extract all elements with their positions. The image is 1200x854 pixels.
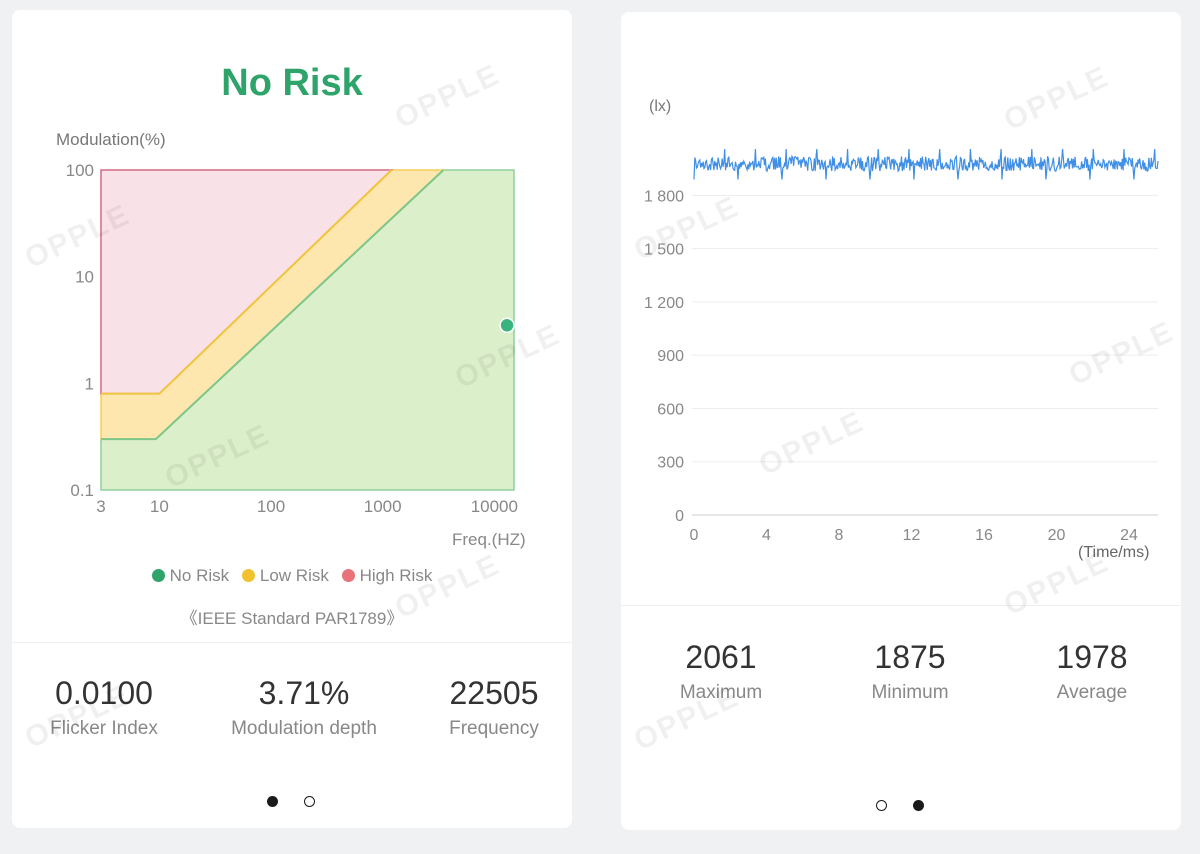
- legend-no-risk-label: No Risk: [169, 566, 230, 585]
- x-tick-label: 4: [762, 527, 771, 544]
- legend-high-risk: High Risk: [341, 566, 433, 586]
- stat-minimum-label: Minimum: [871, 682, 949, 703]
- page-dot-1[interactable]: [267, 796, 278, 807]
- illuminance-card: (lx) 0 300 600 900 1 200 1 500 1 800 0 4 8 12 16 20 2…: [621, 12, 1181, 830]
- stat-frequency: 22505 Frequency: [414, 675, 572, 740]
- legend-high-risk-label: High Risk: [359, 566, 433, 585]
- stat-maximum-label: Maximum: [679, 682, 763, 703]
- x-tick-label: 10: [150, 497, 169, 516]
- flicker-risk-card: No Risk Modulation(%) 3 10 100 1000 10000 0.1…: [12, 10, 572, 828]
- stat-modulation-depth-label: Modulation depth: [231, 718, 377, 739]
- y-tick-label: 1 800: [644, 188, 684, 205]
- illuminance-series-line: [693, 148, 1159, 180]
- page-dot-2[interactable]: [913, 800, 924, 811]
- stat-flicker-index-value: 0.0100: [55, 675, 153, 711]
- legend-no-risk: No Risk: [151, 566, 230, 586]
- legend-no-risk-dot: [151, 569, 165, 582]
- y-tick-label: 10: [75, 268, 94, 287]
- stat-flicker-index: 0.0100 Flicker Index: [24, 675, 184, 740]
- legend-low-risk: Low Risk: [241, 566, 329, 586]
- y-tick-label: 100: [66, 161, 94, 180]
- y-tick-label: 300: [657, 455, 684, 472]
- risk-label: No Risk: [221, 62, 363, 104]
- legend-low-risk-label: Low Risk: [259, 566, 329, 585]
- y-tick-label: 900: [657, 348, 684, 365]
- x-tick-label: 1000: [364, 497, 402, 516]
- x-tick-label: 12: [903, 527, 921, 544]
- stat-maximum: 2061 Maximum: [641, 639, 801, 704]
- risk-legend: No Risk Low Risk High Risk: [12, 566, 572, 586]
- stat-modulation-depth: 3.71% Modulation depth: [214, 675, 394, 740]
- legend-high-risk-dot: [341, 569, 355, 582]
- stat-frequency-value: 22505: [449, 675, 539, 711]
- illuminance-waveform-chart: 0 300 600 900 1 200 1 500 1 800 0 4 8 12 16 20 24: [644, 148, 1159, 544]
- stat-flicker-index-label: Flicker Index: [50, 718, 158, 739]
- x-tick-label: 100: [257, 497, 285, 516]
- legend-low-risk-dot: [241, 569, 255, 582]
- y-tick-label: 1 500: [644, 242, 684, 259]
- left-divider: [12, 642, 572, 643]
- page-dot-1[interactable]: [876, 800, 887, 811]
- risk-chart: 3 10 100 1000 10000 0.1 1 10 100: [66, 161, 518, 516]
- no-risk-boundary: [101, 169, 445, 441]
- measurement-point: [499, 317, 515, 334]
- page-dot-2[interactable]: [304, 796, 315, 807]
- y-tick-label: 600: [657, 401, 684, 418]
- y-tick-label: 1 200: [644, 295, 684, 312]
- low-risk-boundary: [101, 169, 393, 395]
- x-tick-label: 24: [1120, 527, 1138, 544]
- stat-maximum-value: 2061: [685, 639, 757, 675]
- x-tick-label: 10000: [471, 497, 518, 516]
- stat-minimum-value: 1875: [874, 639, 946, 675]
- stat-minimum: 1875 Minimum: [830, 639, 990, 704]
- x-axis-title: (Time/ms): [1078, 544, 1150, 561]
- x-tick-label: 16: [975, 527, 993, 544]
- x-tick-label: 8: [835, 527, 844, 544]
- stat-average-label: Average: [1056, 682, 1128, 703]
- standard-note: 《IEEE Standard PAR1789》: [180, 609, 404, 628]
- right-pager: [863, 798, 937, 816]
- x-axis-title: Freq.(HZ): [452, 530, 526, 549]
- left-pager: [254, 794, 328, 812]
- y-tick-label: 1: [85, 374, 94, 393]
- stat-average-value: 1978: [1056, 639, 1128, 675]
- y-axis-title: Modulation(%): [56, 130, 166, 149]
- y-tick-label: 0: [675, 508, 684, 525]
- y-tick-label: 0.1: [70, 481, 94, 500]
- x-tick-label: 3: [96, 497, 105, 516]
- stat-modulation-depth-value: 3.71%: [258, 675, 350, 711]
- stat-frequency-label: Frequency: [449, 718, 539, 739]
- stat-average: 1978 Average: [1012, 639, 1172, 704]
- y-axis-title: (lx): [649, 98, 672, 115]
- x-tick-label: 20: [1048, 527, 1066, 544]
- x-tick-label: 0: [690, 527, 699, 544]
- right-divider: [621, 605, 1181, 606]
